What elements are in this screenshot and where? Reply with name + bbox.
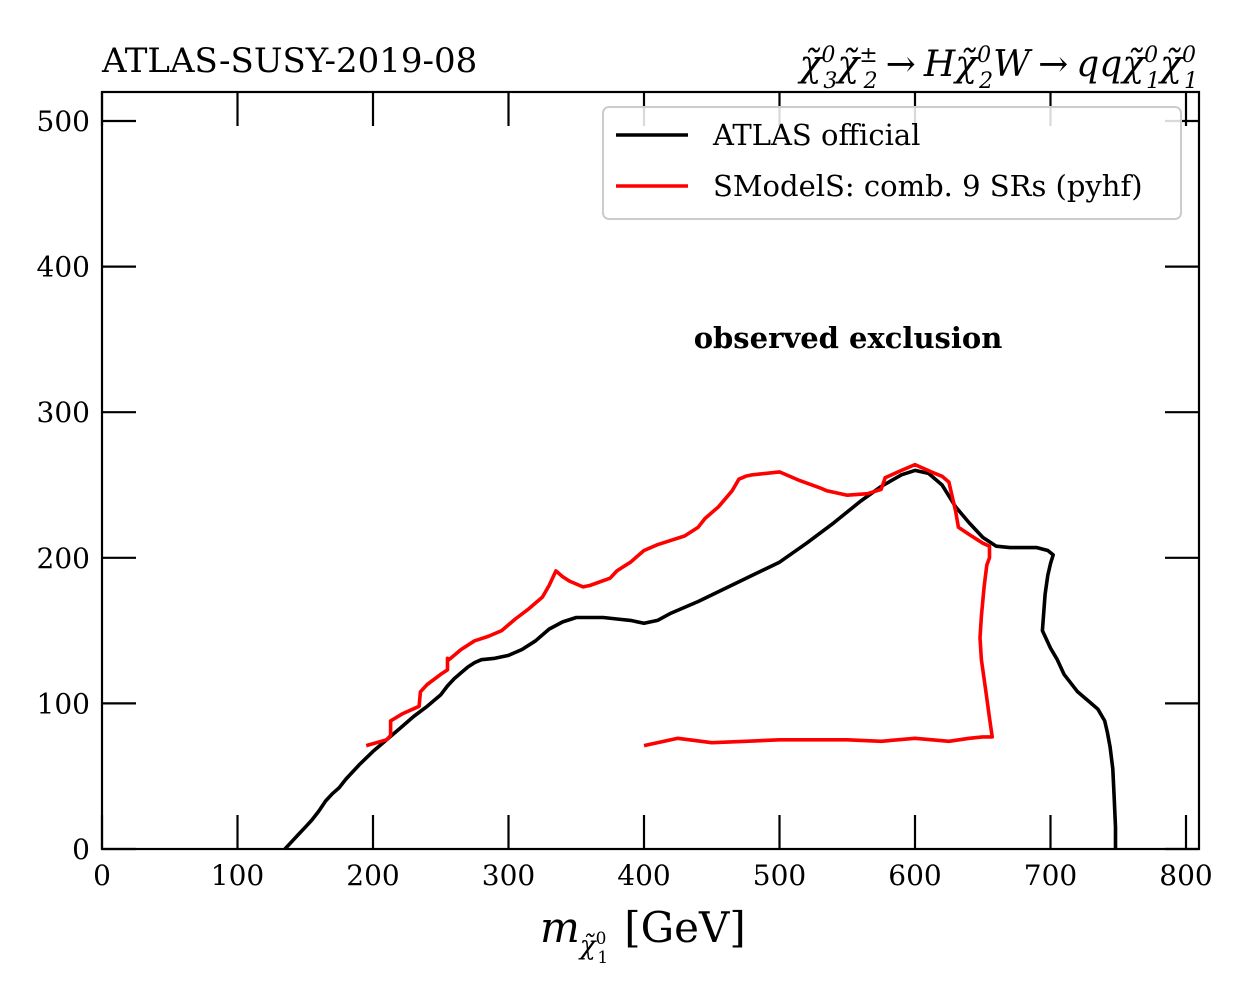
legend-box [602,106,1182,220]
process-title: χ̃0 3χ̃± 2 → Hχ̃0 2W → qqχ̃0 1χ̃0 1 [797,43,1198,94]
x-tick-label: 200 [346,859,399,892]
x-tick-label: 600 [888,859,941,892]
left-title: ATLAS-SUSY-2019-08 [101,41,477,81]
x-tick-label: 500 [753,859,806,892]
y-tick-label: 0 [72,833,90,866]
y-tick-label: 100 [37,687,90,720]
y-tick-label: 400 [37,251,90,284]
legend-label-atlas: ATLAS official [712,118,920,152]
y-tick-label: 500 [37,105,90,138]
tick-labels: 0 100 200 300 400 500 600 700 800 0 100 200 300 400 50… [37,105,1213,892]
x-tick-label: 700 [1024,859,1077,892]
y-tick-label: 300 [37,396,90,429]
series-lines [283,462,1118,851]
series-line-smodels [365,462,995,748]
x-tick-label: 400 [617,859,670,892]
y-tick-label: 200 [37,542,90,575]
x-tick-label: 800 [1159,859,1212,892]
annotation-text: observed exclusion [694,321,1003,355]
plot-frame [100,90,1201,851]
x-tick-label: 0 [93,859,111,892]
legend-label-smodels: SModelS: comb. 9 SRs (pyhf) [713,169,1143,203]
legend: ATLAS official SModelS: comb. 9 SRs (pyh… [602,106,1182,220]
x-tick-label: 300 [482,859,535,892]
x-tick-label: 100 [211,859,264,892]
x-axis-label: mχ̃0 1[GeV] [540,903,746,968]
